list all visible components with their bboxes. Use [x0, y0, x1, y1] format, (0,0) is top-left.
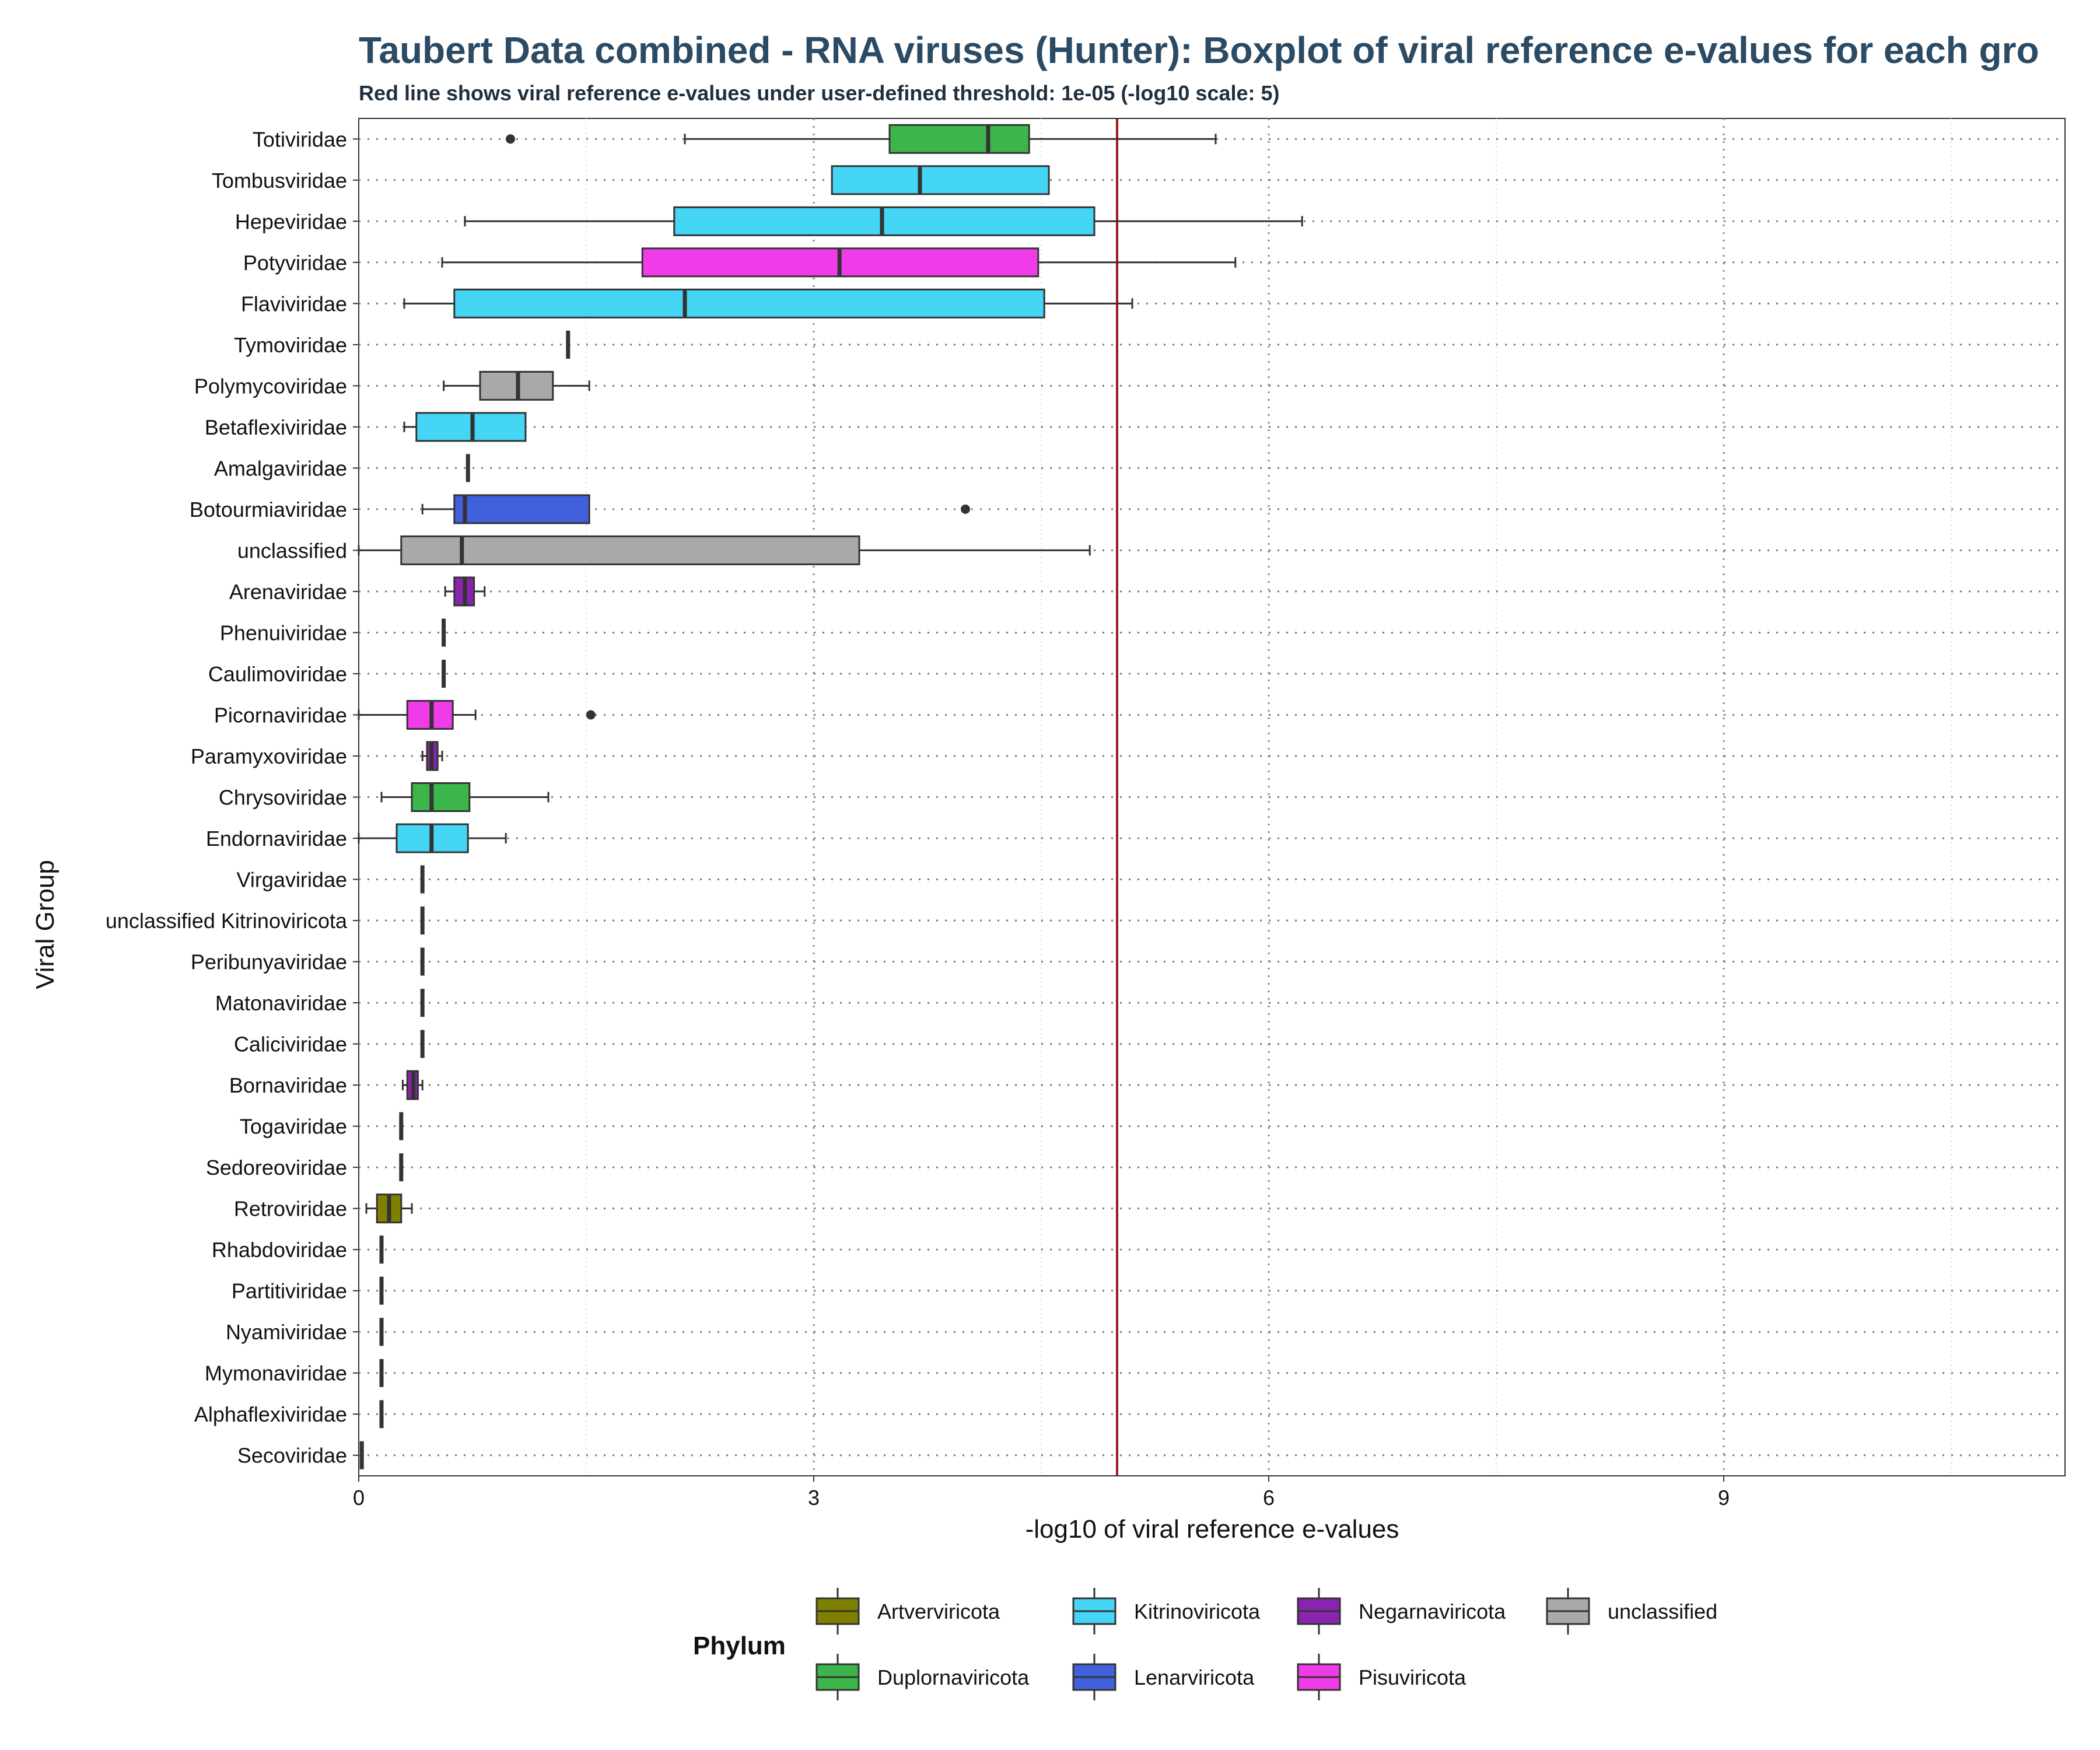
outlier-point: [506, 134, 515, 144]
legend-label: Kitrinoviricota: [1134, 1600, 1261, 1623]
y-tick-label: Matonaviridae: [215, 991, 347, 1015]
box-unclassified: [358, 535, 1091, 565]
outlier-point: [586, 710, 596, 720]
box-totiviridae: [506, 124, 1217, 154]
y-tick-label: Amalgaviridae: [214, 456, 347, 480]
y-tick-label: Partitiviridae: [232, 1279, 347, 1303]
iqr-box: [673, 206, 1096, 236]
y-tick-label: Nyamiviridae: [226, 1320, 347, 1344]
y-tick-label: Hepeviridae: [235, 209, 347, 233]
legend-item-unclassified: unclassified: [1546, 1588, 1717, 1634]
legend-item-lenarviricota: Lenarviricota: [1072, 1654, 1255, 1700]
y-tick-label: Phenuiviridae: [220, 621, 347, 645]
iqr-box: [453, 288, 1045, 318]
y-tick-label: Virgaviridae: [237, 868, 347, 892]
y-tick-label: Picornaviridae: [214, 703, 347, 727]
legend-label: Pisuviricota: [1359, 1665, 1466, 1689]
y-tick-label: Totiviridae: [253, 127, 347, 151]
legend-label: Duplornaviricota: [877, 1665, 1030, 1689]
box-chrysoviridae: [380, 782, 550, 812]
outlier-point: [961, 504, 970, 514]
x-tick-label: 9: [1718, 1486, 1730, 1510]
legend-label: Lenarviricota: [1134, 1665, 1255, 1689]
x-axis-title: -log10 of viral reference e-values: [1026, 1515, 1399, 1544]
y-tick-label: Secoviridae: [237, 1444, 347, 1468]
y-tick-label: Caulimoviridae: [208, 662, 347, 686]
y-tick-label: Rhabdoviridae: [212, 1238, 347, 1262]
box-bornaviridae: [401, 1070, 424, 1100]
box-botourmiaviridae: [421, 494, 970, 524]
legend-label: Negarnaviricota: [1359, 1600, 1506, 1623]
y-tick-label: Tombusviridae: [212, 169, 347, 192]
y-tick-label: Chrysoviridae: [219, 786, 347, 810]
y-tick-label: Flaviviridae: [241, 292, 347, 316]
chart-title: Taubert Data combined - RNA viruses (Hun…: [359, 29, 2039, 71]
y-tick-label: Polymycoviridae: [194, 374, 347, 398]
y-tick-label: unclassified: [237, 538, 347, 562]
box-endornaviridae: [358, 823, 507, 853]
legend-item-duplornaviricota: Duplornaviricota: [816, 1654, 1030, 1700]
box-flaviviridae: [403, 288, 1133, 318]
y-tick-label: unclassified Kitrinoviricota: [106, 909, 348, 933]
legend-item-pisuviricota: Pisuviricota: [1297, 1654, 1466, 1700]
iqr-box: [411, 782, 471, 812]
y-tick-label: Sedoreoviridae: [206, 1156, 347, 1180]
box-betaflexiviridae: [403, 412, 527, 442]
y-tick-label: Mymonaviridae: [205, 1362, 347, 1385]
y-tick-label: Botourmiaviridae: [190, 498, 347, 522]
y-tick-label: Alphaflexiviridae: [194, 1402, 347, 1426]
legend-item-artverviricota: Artverviricota: [816, 1588, 1000, 1634]
y-tick-label: Togaviridae: [240, 1115, 347, 1139]
y-tick-label: Arenaviridae: [229, 580, 347, 604]
legend-item-kitrinoviricota: Kitrinoviricota: [1072, 1588, 1261, 1634]
box-tombusviridae: [831, 165, 1050, 195]
y-tick-label: Paramyxoviridae: [191, 744, 347, 768]
y-tick-label: Endornaviridae: [206, 827, 347, 850]
box-hepeviridae: [464, 206, 1303, 236]
y-axis-title: Viral Group: [31, 860, 60, 989]
box-picornaviridae: [358, 699, 596, 730]
iqr-box: [888, 124, 1030, 154]
box-retroviridae: [365, 1194, 413, 1224]
x-tick-label: 6: [1263, 1486, 1275, 1510]
plot-area: Totiviridae Tombusviridae Hepeviridae Potyv…: [106, 118, 2066, 1510]
x-tick-label: 0: [353, 1486, 365, 1510]
box-paramyxoviridae: [421, 741, 443, 771]
legend-item-negarnaviricota: Negarnaviricota: [1297, 1588, 1506, 1634]
iqr-box: [400, 535, 860, 565]
legend-label: unclassified: [1608, 1600, 1717, 1623]
legend-label: Artverviricota: [877, 1600, 1000, 1623]
legend-title: Phylum: [693, 1632, 786, 1660]
y-tick-label: Peribunyaviridae: [191, 950, 347, 974]
y-tick-label: Tymoviridae: [234, 333, 347, 357]
box-arenaviridae: [444, 576, 486, 607]
box-potyviridae: [441, 247, 1237, 278]
iqr-box: [831, 165, 1050, 195]
y-tick-label: Potyviridae: [243, 251, 347, 275]
plot-panel: [358, 118, 2066, 1476]
iqr-box: [453, 494, 590, 524]
x-tick-label: 3: [808, 1486, 820, 1510]
y-tick-label: Caliciviridae: [234, 1032, 347, 1056]
chart-subtitle: Red line shows viral reference e-values …: [359, 81, 1280, 105]
legend: Phylum Artverviricota Duplornaviricota Kit…: [693, 1588, 1717, 1700]
y-tick-label: Bornaviridae: [229, 1073, 347, 1097]
y-tick-label: Betaflexiviridae: [205, 415, 347, 439]
y-tick-label: Retroviridae: [234, 1197, 347, 1221]
box-polymycoviridae: [443, 370, 590, 401]
